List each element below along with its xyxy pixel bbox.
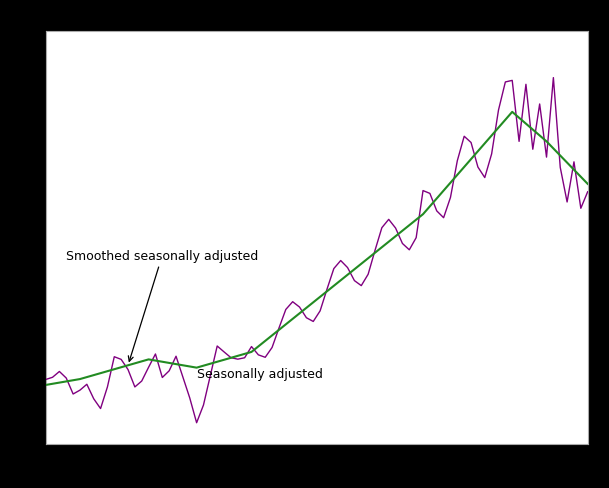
Text: Seasonally adjusted: Seasonally adjusted: [197, 367, 323, 380]
Text: Smoothed seasonally adjusted: Smoothed seasonally adjusted: [66, 249, 258, 362]
